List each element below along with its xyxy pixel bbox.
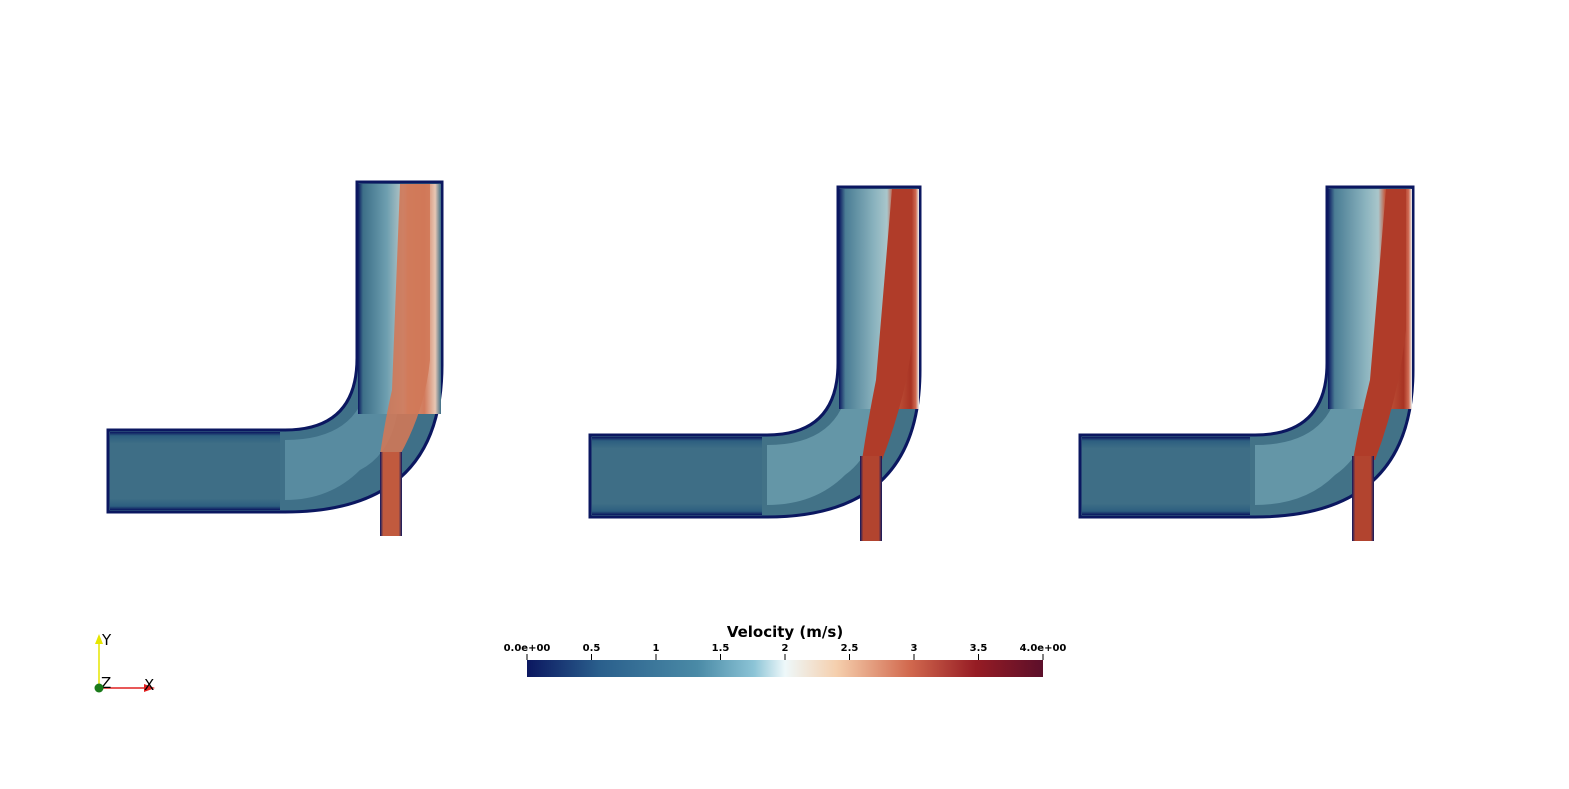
y-axis-label: Y xyxy=(101,631,112,649)
inlet-pipe xyxy=(592,437,762,515)
colorbar-tick-label: 3 xyxy=(911,643,918,654)
colorbar-gradient xyxy=(527,660,1043,677)
jet-nozzle xyxy=(1352,456,1374,541)
colorbar-tick-label: 4.0e+00 xyxy=(1020,643,1067,654)
jet-plume xyxy=(1353,189,1406,460)
flow-panel-1 xyxy=(106,180,444,536)
colorbar-ticks: 0.0e+00 0.5 1 1.5 2 2.5 3 3.5 4.0e+00 xyxy=(504,643,1067,660)
flow-panel-2 xyxy=(588,185,922,541)
color-legend: Velocity (m/s) 0.0e+00 0.5 1 1.5 2 2.5 3 3.5 4.0… xyxy=(504,623,1067,677)
x-axis-label: X xyxy=(144,676,154,694)
colorbar-tick-label: 0.0e+00 xyxy=(504,643,551,654)
jet-nozzle xyxy=(860,456,882,541)
colorbar-tick-label: 1.5 xyxy=(712,643,730,654)
orientation-axes: Y X Z xyxy=(94,631,155,694)
colorbar-tick-label: 2 xyxy=(782,643,789,654)
colorbar-tick-label: 3.5 xyxy=(970,643,988,654)
z-axis-dot xyxy=(94,683,104,693)
y-axis-arrow xyxy=(95,634,103,644)
colorbar-tick-label: 2.5 xyxy=(841,643,859,654)
inlet-pipe xyxy=(1082,437,1250,515)
jet-nozzle xyxy=(380,452,402,536)
inlet-pipe xyxy=(110,432,280,510)
jet-plume xyxy=(862,189,912,460)
flow-panel-3 xyxy=(1078,185,1415,541)
z-axis-label: Z xyxy=(101,674,111,692)
x-axis-arrow xyxy=(144,684,155,692)
colorbar-title: Velocity (m/s) xyxy=(727,623,843,641)
colorbar-tick-label: 1 xyxy=(653,643,660,654)
jet-plume xyxy=(380,184,430,455)
colorbar-tick-label: 0.5 xyxy=(583,643,601,654)
